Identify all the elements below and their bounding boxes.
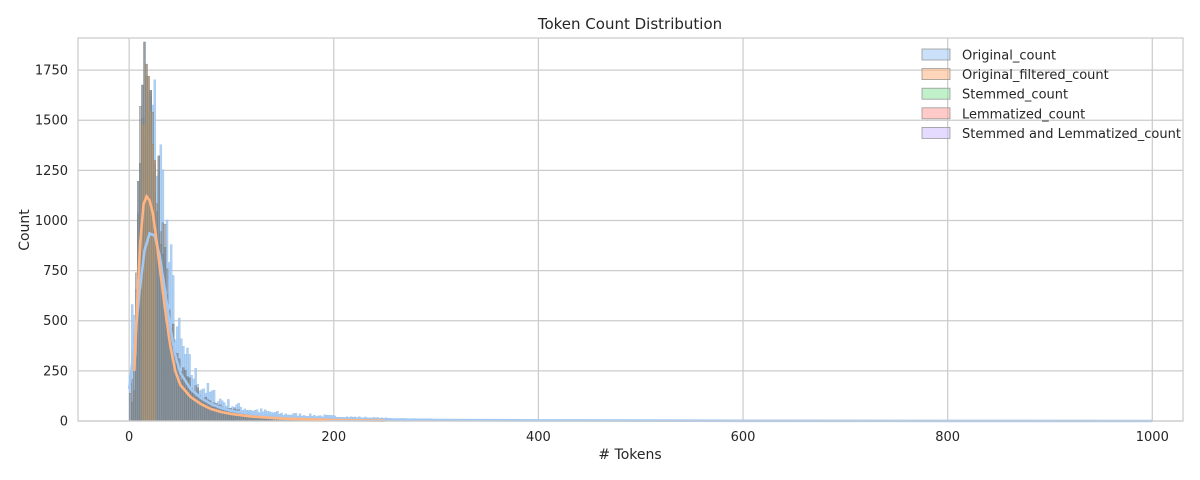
histogram-bar — [223, 409, 226, 422]
legend-item: Lemmatized_count — [921, 107, 1085, 122]
histogram-bar — [153, 160, 156, 422]
histogram-core — [131, 41, 273, 422]
kde-line — [133, 193, 385, 422]
histogram-bar — [196, 387, 199, 422]
histogram-bar — [198, 395, 201, 422]
histogram-bar — [163, 247, 167, 422]
kde-curves — [127, 193, 1153, 423]
histogram-bar — [200, 399, 203, 422]
legend-label: Lemmatized_count — [962, 107, 1085, 122]
x-tick-label: 200 — [321, 430, 346, 445]
x-tick-label: 1000 — [1136, 430, 1169, 445]
histogram-bar — [131, 401, 134, 422]
y-tick-label: 500 — [43, 314, 68, 329]
chart-title: Token Count Distribution — [537, 15, 722, 33]
legend-swatch — [921, 87, 951, 100]
grid-lines — [78, 38, 1183, 422]
legend-swatch — [921, 48, 951, 61]
x-tick-label: 0 — [125, 430, 133, 445]
histogram-bar — [133, 390, 136, 422]
histogram-bar — [149, 110, 152, 422]
legend-item: Original_filtered_count — [921, 68, 1109, 83]
legend: Original_count Original_filtered_count Ste… — [921, 48, 1181, 142]
histogram-bar — [143, 124, 146, 422]
x-axis-ticks: 0 200 400 600 800 1000 — [125, 430, 1169, 445]
histogram-bar — [202, 398, 206, 422]
legend-swatch — [921, 107, 951, 120]
x-tick-label: 800 — [935, 430, 960, 445]
legend-label: Stemmed_count — [962, 88, 1068, 103]
y-tick-label: 1750 — [35, 64, 68, 79]
histogram-bar — [151, 144, 154, 422]
x-axis-title: # Tokens — [598, 447, 661, 463]
legend-label: Original_filtered_count — [962, 68, 1109, 83]
y-tick-label: 0 — [60, 415, 68, 430]
y-tick-label: 1250 — [35, 164, 68, 179]
histogram-bar — [147, 75, 150, 422]
histogram-bar — [129, 393, 132, 422]
y-tick-label: 750 — [43, 264, 68, 279]
legend-item: Stemmed_count — [921, 87, 1068, 103]
kde-line — [127, 231, 1153, 423]
legend-item: Original_count — [921, 48, 1056, 64]
legend-swatch — [921, 68, 951, 80]
y-tick-label: 1500 — [35, 114, 68, 129]
plot-frame — [77, 37, 1184, 422]
legend-label: Original_count — [962, 49, 1056, 64]
y-tick-label: 1000 — [35, 214, 68, 229]
legend-swatch — [921, 127, 951, 139]
legend-item: Stemmed and Lemmatized_count — [921, 127, 1181, 142]
y-axis-ticks: 0 250 500 750 1000 1250 1500 1750 — [35, 64, 68, 430]
x-tick-label: 400 — [526, 430, 551, 445]
x-tick-label: 600 — [731, 430, 756, 445]
histogram-bar — [157, 155, 161, 422]
y-axis-title: Count — [17, 209, 33, 251]
y-tick-label: 250 — [43, 364, 68, 379]
legend-label: Stemmed and Lemmatized_count — [962, 127, 1181, 142]
